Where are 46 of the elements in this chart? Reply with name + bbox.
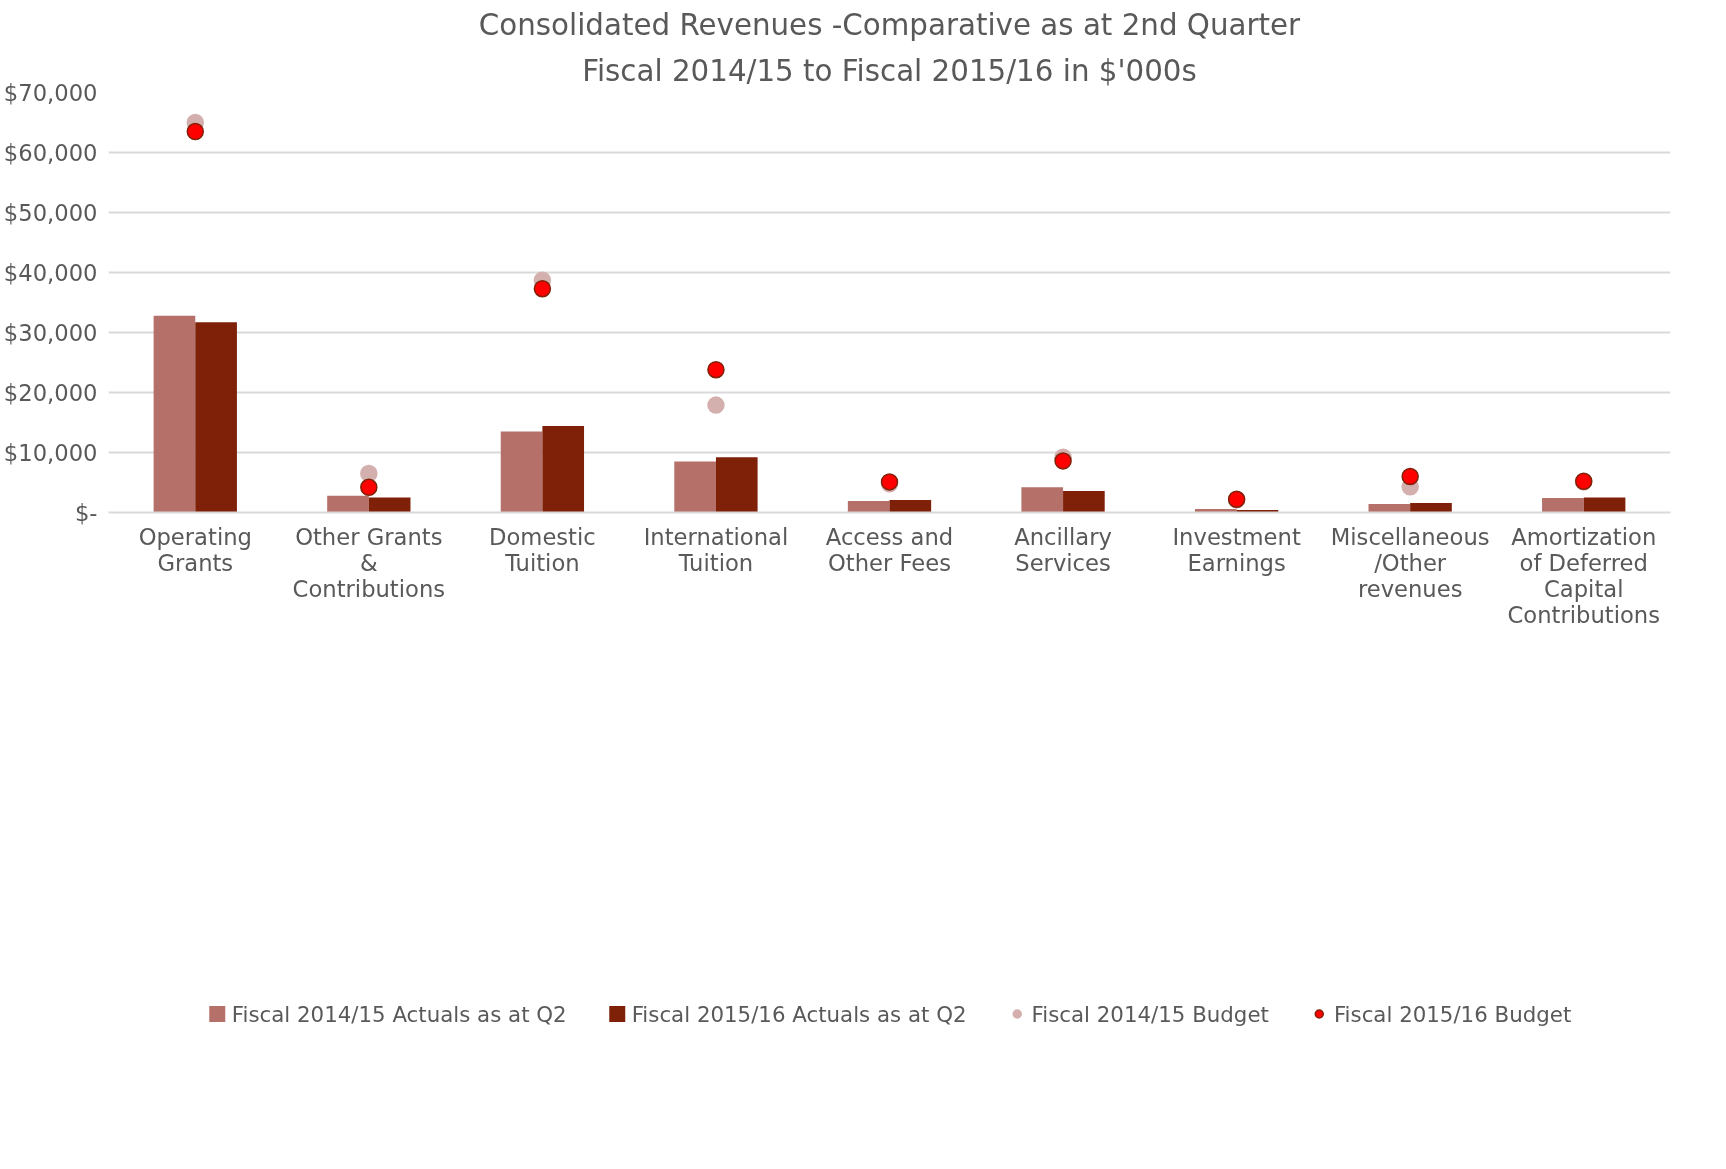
x-tick-label: Domestic Tuition — [489, 523, 596, 576]
y-tick-label: $70,000 — [3, 79, 98, 106]
bar — [847, 501, 890, 513]
y-tick-label: $- — [74, 499, 98, 526]
point — [707, 396, 725, 414]
chart-title: Consolidated Revenues -Comparative as at 2nd Quarter — [478, 7, 1302, 42]
x-tick-label: Operating Grants — [138, 523, 252, 576]
legend-label: Fiscal 2014/15 Actuals as at Q2 — [231, 1001, 567, 1027]
bar — [1542, 498, 1584, 513]
bar — [153, 315, 196, 513]
bar — [674, 461, 716, 513]
x-tick-label: Ancillary Services — [1014, 523, 1112, 576]
bar — [368, 497, 411, 513]
bar — [1410, 502, 1452, 513]
y-tick-label: $30,000 — [3, 319, 98, 346]
point — [186, 122, 205, 141]
bar — [889, 499, 932, 513]
point — [1401, 467, 1419, 486]
bar — [195, 322, 237, 513]
legend-label: Fiscal 2015/16 Budget — [1333, 1001, 1572, 1027]
point — [360, 478, 378, 497]
bar — [542, 426, 585, 513]
y-tick-label: $10,000 — [3, 439, 98, 466]
chart-subtitle: Fiscal 2014/15 to Fiscal 2015/16 in $'000s — [582, 53, 1197, 88]
x-tick-label: Access and Other Fees — [825, 523, 954, 576]
bar — [1368, 504, 1411, 513]
point — [533, 279, 552, 298]
x-tick-label: Other Grants & Contributions — [292, 523, 446, 602]
y-tick-label: $60,000 — [3, 139, 98, 166]
y-tick-label: $20,000 — [3, 379, 98, 406]
y-tick-label: $50,000 — [3, 199, 98, 226]
y-tick-label: $40,000 — [3, 259, 98, 286]
bar — [1063, 490, 1105, 513]
bar — [1021, 487, 1064, 513]
bar — [327, 495, 369, 513]
x-tick-label: International Tuition — [643, 523, 789, 576]
bar — [500, 431, 543, 513]
legend-label: Fiscal 2014/15 Budget — [1031, 1001, 1269, 1027]
x-tick-label: Amortization of Deferred Capital Contributions — [1507, 523, 1660, 628]
point — [707, 360, 725, 379]
x-tick-label: Investment Earnings — [1172, 523, 1301, 576]
legend-label: Fiscal 2015/16 Actuals as at Q2 — [631, 1001, 967, 1027]
bar — [1583, 497, 1626, 513]
point — [1054, 452, 1072, 470]
x-tick-label: Miscellaneous /Other revenues — [1330, 523, 1490, 602]
bar — [715, 457, 758, 513]
